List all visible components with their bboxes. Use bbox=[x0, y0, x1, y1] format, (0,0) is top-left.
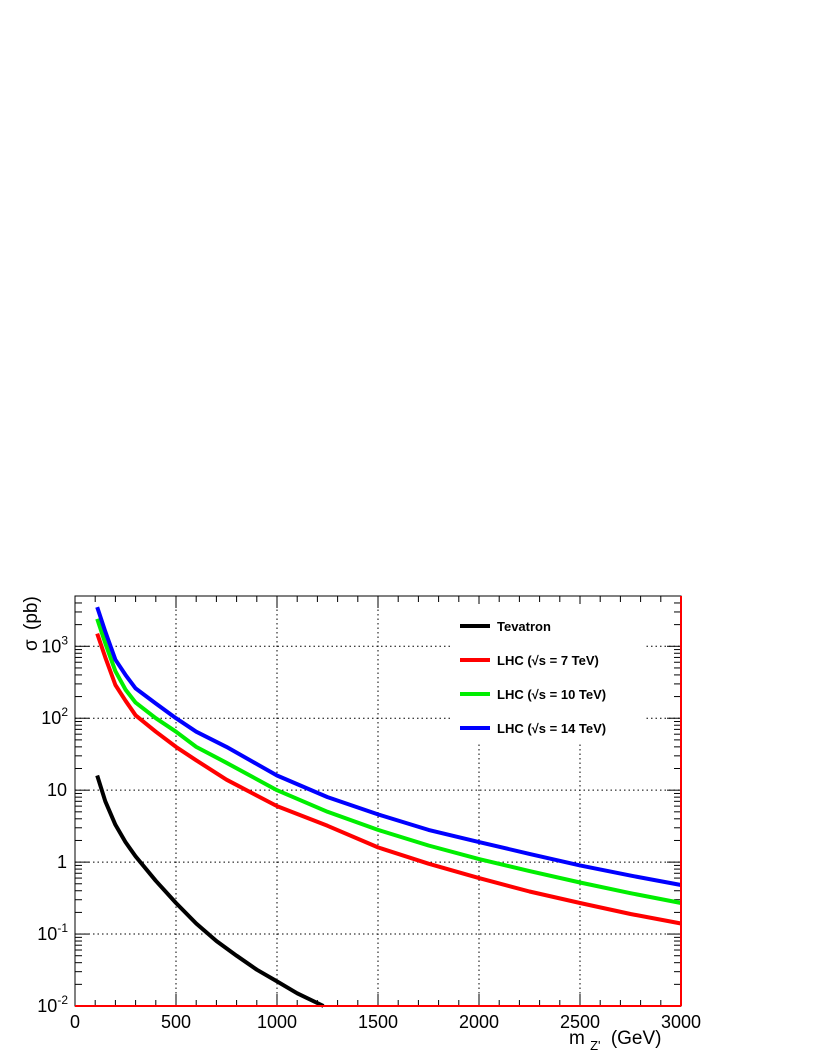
x-axis-title-main: m bbox=[569, 1028, 585, 1049]
y-tick-label: 1 bbox=[57, 852, 67, 872]
y-axis-title-unit: (pb) bbox=[21, 596, 42, 630]
x-axis-title-unit: (GeV) bbox=[611, 1028, 662, 1049]
y-tick-label: 10-2 bbox=[37, 993, 68, 1016]
legend-entry-lhc-14tev-label: LHC (√s = 14 TeV) bbox=[497, 721, 606, 736]
series-lines bbox=[75, 596, 682, 1008]
x-tick-label: 1000 bbox=[257, 1012, 297, 1032]
tevatron-line bbox=[95, 774, 325, 1008]
y-tick-label: 103 bbox=[41, 633, 68, 656]
x-axis-title-subscript: Z' bbox=[590, 1038, 600, 1053]
legend: Tevatron LHC (√s = 7 TeV) LHC (√s = 10 TeV… bbox=[450, 604, 646, 744]
lhc-7tev-line bbox=[95, 632, 682, 926]
y-tick-label: 102 bbox=[41, 705, 68, 728]
legend-entry-tevatron-label: Tevatron bbox=[497, 619, 551, 634]
x-axis-title: m Z' (GeV) bbox=[569, 1028, 662, 1055]
legend-entry-lhc-10tev-label: LHC (√s = 10 TeV) bbox=[497, 687, 606, 702]
y-tick-label: 10-1 bbox=[37, 921, 68, 944]
x-tick-label: 2500 bbox=[560, 1012, 600, 1032]
x-tick-label: 2000 bbox=[459, 1012, 499, 1032]
y-axis-title: σ (pb) bbox=[21, 596, 42, 651]
lhc-10tev-line bbox=[95, 618, 682, 905]
x-tick-label: 500 bbox=[161, 1012, 191, 1032]
y-axis-title-symbol: σ bbox=[21, 639, 42, 651]
legend-entry-lhc-7tev-label: LHC (√s = 7 TeV) bbox=[497, 653, 599, 668]
lhc-14tev-line bbox=[95, 606, 682, 887]
y-tick-label: 10 bbox=[47, 780, 67, 800]
axes: 0 500 1000 1500 2000 2500 3000 10-2 10-1 1 10 102 10… bbox=[37, 595, 701, 1032]
x-tick-label: 1500 bbox=[358, 1012, 398, 1032]
x-tick-label: 0 bbox=[70, 1012, 80, 1032]
x-tick-label: 3000 bbox=[661, 1012, 701, 1032]
